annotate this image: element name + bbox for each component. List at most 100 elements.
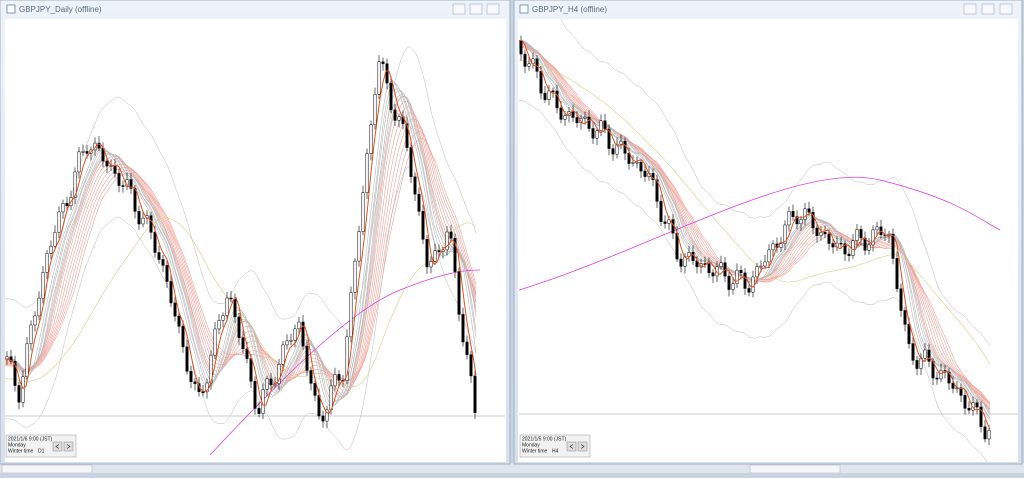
taskbar (0, 463, 1024, 473)
candle-body (787, 211, 791, 226)
candle-body (57, 211, 61, 233)
candle-body (755, 266, 759, 278)
ma-ribbon (518, 39, 991, 411)
maximize-button[interactable] (981, 3, 995, 15)
candle-body (269, 378, 273, 386)
candle-body (381, 61, 385, 65)
ma-ribbon (518, 39, 991, 416)
candle-body (555, 90, 559, 109)
candle-body (157, 252, 161, 260)
close-button[interactable] (999, 3, 1013, 15)
candle-body (975, 402, 979, 408)
candle-body (445, 231, 449, 251)
candle-body (547, 90, 551, 100)
candle-body (523, 53, 527, 67)
info-timeframe: H4 (552, 448, 559, 454)
candle-body (45, 253, 49, 273)
candle-body (759, 265, 763, 268)
candle-body (939, 370, 943, 380)
window-icon (519, 4, 529, 14)
ma-ribbon (519, 40, 991, 419)
candle-body (827, 233, 831, 244)
info-panel (519, 434, 591, 458)
ma-ribbon (5, 94, 477, 398)
candle-body (325, 409, 329, 422)
candle-body (353, 260, 357, 293)
candle-body (819, 232, 823, 236)
candle-body (49, 245, 53, 254)
candle-body (109, 165, 113, 167)
candle-body (317, 395, 321, 417)
candle-body (551, 90, 555, 93)
candle-body (831, 243, 835, 248)
candle-body (301, 321, 305, 347)
candle-body (539, 71, 543, 94)
candle-body (337, 374, 341, 381)
candle-body (33, 315, 37, 326)
candle-body (285, 340, 289, 346)
candle-body (791, 211, 795, 217)
candle-body (967, 408, 971, 411)
candle-body (595, 130, 599, 139)
tab[interactable] (749, 464, 841, 474)
prev-button[interactable] (566, 441, 577, 452)
candle-body (599, 120, 603, 132)
maximize-button[interactable] (469, 3, 483, 15)
candle-body (193, 381, 197, 384)
band-lower (5, 166, 477, 451)
ma-ribbon (519, 40, 991, 414)
candle-body (369, 124, 373, 154)
ma-ribbon (5, 118, 477, 388)
candle-body (815, 227, 819, 236)
info-timeframe: D1 (38, 448, 45, 454)
next-button[interactable] (577, 441, 588, 452)
next-button[interactable] (63, 441, 74, 452)
candle-body (113, 165, 117, 174)
candle-body (21, 376, 25, 403)
candle-body (979, 406, 983, 428)
candle-body (177, 315, 181, 327)
candle-body (53, 231, 57, 247)
candle-body (875, 226, 879, 231)
chart-area (518, 19, 1018, 462)
tab[interactable] (1, 464, 93, 474)
candle-body (731, 283, 735, 290)
candle-body (639, 161, 643, 172)
candle-body (803, 208, 807, 220)
candle-body (133, 188, 137, 212)
close-button[interactable] (486, 3, 500, 15)
candle-body (519, 40, 523, 55)
arrow-icon (580, 444, 585, 449)
candle-body (903, 310, 907, 325)
candle-body (141, 217, 145, 225)
info-datetime: 2021/1/5 9:00 (JST) (522, 436, 567, 442)
candle-body (213, 328, 217, 356)
band-lower (519, 100, 988, 462)
candle-body (571, 111, 575, 118)
candle-body (373, 93, 377, 125)
candle-body (839, 242, 843, 245)
candle-body (81, 151, 85, 153)
candle-body (627, 153, 631, 164)
prev-button[interactable] (52, 441, 63, 452)
candle-body (37, 297, 41, 317)
candle-body (767, 249, 771, 263)
minimize-button[interactable] (452, 3, 466, 15)
candle-body (583, 116, 587, 119)
candle-body (289, 340, 293, 342)
candle-body (807, 208, 811, 213)
candle-body (879, 226, 883, 236)
candle-body (29, 324, 33, 345)
candle-body (663, 221, 667, 224)
candle-body (631, 162, 635, 164)
candle-body (911, 343, 915, 361)
window-icon (6, 4, 16, 14)
minimize-button[interactable] (963, 3, 977, 15)
chart-window: GBPJPY_Daily (offline) 2021/1/6 9:00 (JS… (0, 0, 511, 465)
candle-body (17, 385, 21, 403)
band-upper (560, 19, 991, 346)
